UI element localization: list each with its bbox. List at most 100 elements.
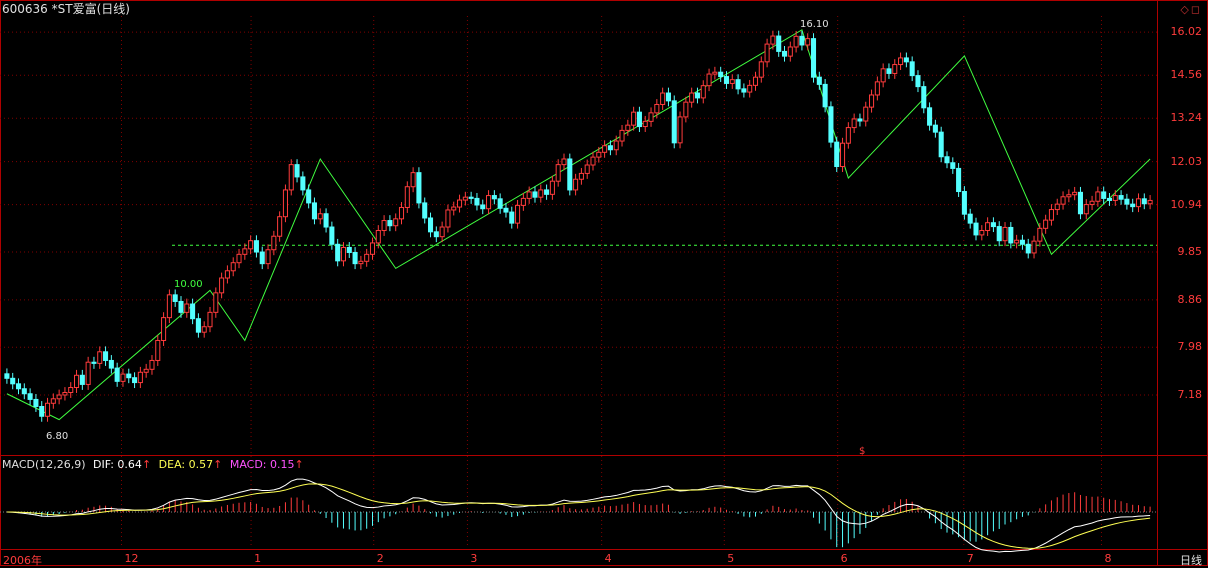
- price-tick-label: 12.03: [1170, 154, 1203, 168]
- candle-body: [161, 317, 167, 341]
- dif-line: [6, 478, 1151, 553]
- candle-body: [375, 230, 381, 244]
- candle-body: [416, 172, 422, 204]
- candle-body: [613, 140, 619, 151]
- candle-body: [741, 88, 747, 93]
- macd-legend: MACD(12,26,9) DIF: 0.64↑ DEA: 0.57↑ MACD…: [2, 458, 304, 472]
- candle-body: [50, 398, 56, 404]
- candle-body: [201, 326, 207, 333]
- time-tick-label: 12: [124, 552, 139, 565]
- candle-body: [770, 35, 776, 45]
- candle-body: [1008, 226, 1014, 244]
- candle-body: [120, 373, 126, 382]
- candle-body: [503, 207, 509, 213]
- candle-body: [15, 383, 22, 390]
- candle-body: [549, 180, 555, 195]
- candle-body: [596, 151, 602, 158]
- candle-body: [961, 191, 967, 215]
- candle-body: [973, 222, 979, 236]
- candle-body: [248, 240, 254, 250]
- candle-body: [271, 235, 277, 251]
- candle-body: [810, 38, 817, 78]
- candle-body: [44, 402, 51, 417]
- candle-body: [689, 92, 695, 103]
- time-tick-label: 1: [254, 552, 262, 565]
- candle-body: [10, 377, 16, 385]
- candle-body: [845, 127, 851, 144]
- dea-line: [6, 483, 1151, 549]
- candle-body: [439, 226, 445, 238]
- candle-body: [520, 197, 526, 206]
- candle-body: [712, 71, 718, 75]
- candle-body: [851, 118, 857, 129]
- candle-body: [590, 156, 596, 166]
- candle-body: [1002, 226, 1008, 242]
- price-tick-label: 10.94: [1170, 197, 1203, 211]
- candle-body: [544, 189, 550, 195]
- candle-body: [1077, 191, 1083, 215]
- candle-body: [1031, 240, 1037, 254]
- time-tick-label: 8: [1104, 552, 1112, 565]
- dividend-marker-icon[interactable]: $: [859, 446, 866, 457]
- price-tick-label: 13.24: [1170, 111, 1203, 125]
- candle-body: [294, 164, 300, 178]
- candle-body: [898, 57, 904, 66]
- candle-body: [1014, 239, 1020, 244]
- candle-body: [671, 100, 677, 144]
- candle-body: [660, 92, 666, 105]
- candle-body: [642, 120, 648, 128]
- candle-body: [747, 84, 753, 93]
- candle-body: [863, 106, 869, 122]
- candle-body: [422, 202, 428, 219]
- candle-body: [793, 35, 799, 48]
- window-control-buttons[interactable]: ◇◻: [1180, 3, 1202, 16]
- candle-body: [21, 388, 27, 395]
- candle-body: [584, 164, 590, 174]
- candle-body: [224, 270, 230, 279]
- time-tick-label: 2006年: [3, 554, 42, 567]
- candle-body: [137, 371, 143, 384]
- candle-body: [219, 277, 225, 294]
- candle-body: [79, 374, 85, 385]
- candle-body: [1025, 243, 1031, 254]
- candle-body: [62, 391, 68, 396]
- high-price-label: 16.10: [800, 19, 829, 30]
- chart-title: 600636 *ST爱富(日线): [2, 2, 130, 16]
- candle-body: [108, 359, 114, 369]
- candle-body: [306, 189, 312, 204]
- candle-body: [950, 162, 956, 169]
- price-tick-label: 14.56: [1170, 68, 1203, 82]
- candle-body: [1106, 197, 1113, 201]
- candle-body: [404, 186, 410, 208]
- candle-body: [903, 57, 909, 63]
- candle-body: [172, 294, 178, 302]
- candle-body: [474, 197, 480, 206]
- candle-body: [927, 107, 933, 126]
- candle-body: [932, 124, 938, 133]
- candle-body: [497, 198, 503, 209]
- candle-body: [491, 195, 497, 200]
- candle-body: [625, 124, 631, 131]
- candle-body: [1060, 196, 1066, 205]
- candle-body: [776, 35, 782, 52]
- candle-body: [619, 129, 625, 142]
- candle-body: [828, 106, 834, 143]
- candle-body: [723, 76, 730, 84]
- time-tick-label: 6: [840, 552, 848, 565]
- candle-body: [532, 191, 538, 198]
- period-label[interactable]: 日线: [1180, 554, 1202, 567]
- zigzag-trendline: [6, 29, 1151, 421]
- candle-body: [1141, 198, 1147, 205]
- candle-body: [1043, 219, 1049, 229]
- candle-body: [822, 83, 828, 108]
- candle-body: [1118, 195, 1124, 200]
- candle-body: [1054, 203, 1060, 211]
- candle-body: [300, 176, 306, 191]
- time-tick-label: 2: [376, 552, 384, 565]
- candle-body: [387, 220, 393, 227]
- candle-body: [718, 71, 724, 78]
- candle-body: [967, 213, 973, 224]
- price-tick-label: 16.02: [1170, 25, 1203, 39]
